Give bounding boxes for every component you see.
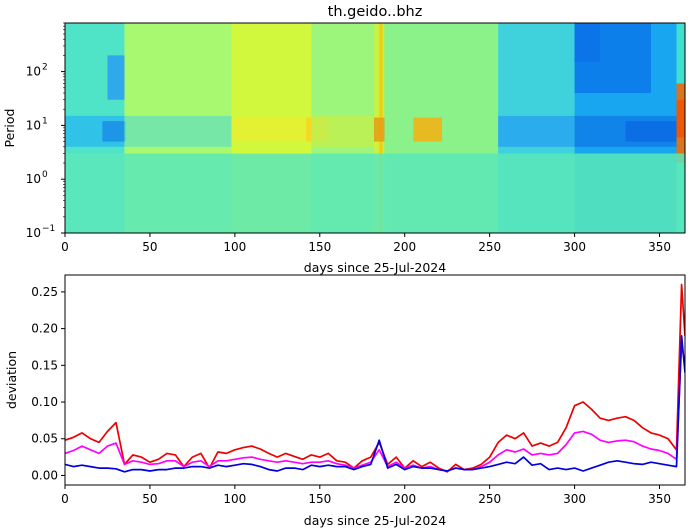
deviation-series-1: [65, 342, 685, 472]
deviation-x-ticks: 0 50 100 150 200 250 300 350: [61, 485, 671, 506]
heatmap-y-tick-exp-3: 2: [42, 63, 48, 73]
heatmap-feature-2: [107, 55, 125, 100]
heatmap-x-tick-6: 300: [563, 240, 586, 254]
heatmap-y-tick-1: 10: [26, 172, 41, 186]
heatmap-y-tick-exp-0: −1: [42, 224, 55, 234]
heatmap-x-tick-1: 50: [142, 240, 157, 254]
heatmap-feature-6: [311, 115, 380, 147]
heatmap-y-tick-3: 10: [26, 65, 41, 79]
deviation-y-tick-3: 0.15: [31, 358, 58, 372]
deviation-x-tick-3: 150: [308, 492, 331, 506]
heatmap-y-tick-exp-2: 1: [42, 116, 48, 126]
deviation-y-axis-label: deviation: [4, 351, 19, 409]
deviation-x-tick-7: 350: [648, 492, 671, 506]
heatmap-cells: [65, 23, 685, 233]
heatmap-feature-9: [413, 117, 443, 142]
deviation-lines: [65, 283, 685, 473]
heatmap-title: th.geido..bhz: [328, 4, 423, 20]
heatmap-feature-3: [124, 115, 232, 147]
heatmap-x-tick-3: 150: [308, 240, 331, 254]
heatmap-y-axis-label: Period: [2, 109, 17, 148]
deviation-x-tick-2: 100: [223, 492, 246, 506]
heatmap-y-tick-2: 10: [26, 118, 41, 132]
deviation-y-tick-5: 0.25: [31, 285, 58, 299]
deviation-series-0: [65, 283, 685, 473]
deviation-x-tick-6: 300: [563, 492, 586, 506]
deviation-y-tick-0: 0.00: [31, 468, 58, 482]
deviation-x-tick-5: 250: [478, 492, 501, 506]
deviation-x-tick-1: 50: [142, 492, 157, 506]
deviation-series-2: [65, 335, 685, 473]
heatmap-feature-17: [65, 153, 685, 233]
deviation-x-tick-4: 200: [393, 492, 416, 506]
heatmap-x-tick-7: 350: [648, 240, 671, 254]
heatmap-feature-8: [374, 23, 385, 233]
heatmap-x-tick-0: 0: [61, 240, 69, 254]
heatmap-x-tick-2: 100: [223, 240, 246, 254]
heatmap-feature-10: [498, 115, 575, 147]
heatmap-feature-1: [102, 121, 127, 142]
deviation-y-tick-1: 0.05: [31, 432, 58, 446]
heatmap-panel: th.geido..bhz 0 50 100 150 200 250 300 350 10 −1…: [2, 4, 686, 275]
heatmap-y-tick-0: 10: [26, 226, 41, 240]
deviation-x-tick-0: 0: [61, 492, 69, 506]
deviation-panel: 0 50 100 150 200 250 300 350 0.000.050.100.150.…: [4, 274, 686, 528]
deviation-frame: [64, 274, 686, 486]
heatmap-feature-16: [676, 83, 685, 163]
heatmap-x-tick-5: 250: [478, 240, 501, 254]
heatmap-x-axis-label: days since 25-Jul-2024: [304, 260, 446, 275]
heatmap-feature-14: [625, 121, 677, 142]
heatmap-feature-12: [574, 23, 652, 93]
deviation-y-tick-2: 0.10: [31, 395, 58, 409]
heatmap-y-tick-exp-1: 0: [42, 170, 48, 180]
deviation-y-tick-4: 0.20: [31, 322, 58, 336]
deviation-x-axis-label: days since 25-Jul-2024: [304, 513, 446, 528]
heatmap-x-ticks: 0 50 100 150 200 250 300 350: [61, 233, 671, 254]
heatmap-x-tick-4: 200: [393, 240, 416, 254]
heatmap-feature-4: [231, 117, 312, 142]
deviation-y-ticks: 0.00 0.05 0.10 0.15 0.20 0.25: [31, 285, 65, 482]
